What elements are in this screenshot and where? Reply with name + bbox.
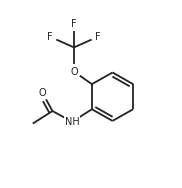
Text: F: F — [95, 32, 101, 42]
Text: NH: NH — [65, 117, 80, 127]
Text: F: F — [47, 32, 53, 42]
Text: F: F — [71, 19, 77, 29]
Text: O: O — [70, 67, 78, 77]
Text: O: O — [39, 88, 46, 98]
